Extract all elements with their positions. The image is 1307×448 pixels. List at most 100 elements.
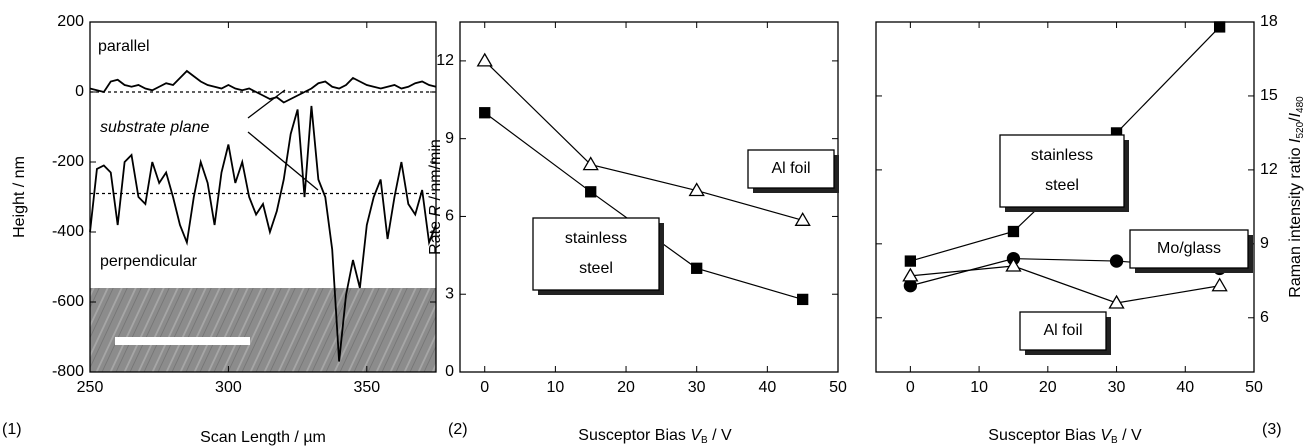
axis-label-part: / nm/min — [427, 139, 444, 205]
triangle-marker — [582, 156, 599, 171]
x-tick-label: 300 — [215, 379, 242, 396]
x-tick-label: 20 — [1039, 379, 1057, 396]
x-tick-label: 50 — [1245, 379, 1263, 396]
triangle-marker — [1005, 257, 1022, 272]
axis-label-part: Susceptor Bias — [578, 427, 690, 444]
x-tick-label: 350 — [353, 379, 380, 396]
axis-label: Scan Length / µm — [200, 429, 326, 446]
data-line — [484, 60, 803, 221]
x-tick-label: 0 — [906, 379, 915, 396]
plot-frame — [875, 21, 1255, 373]
y2-tick-label: 6 — [1260, 309, 1269, 326]
annotation: stainless — [565, 230, 627, 247]
axis-label-part: Scan Length / µm — [200, 429, 326, 446]
label-box — [999, 134, 1125, 208]
square-marker — [585, 186, 597, 198]
axis-label-part: 520 — [1295, 121, 1306, 138]
axis-label: Raman intensity ratio I520/I480 — [1287, 96, 1305, 298]
y-tick-label: 3 — [445, 285, 454, 302]
plot-frame — [89, 21, 437, 373]
label-box — [1019, 311, 1107, 351]
axis-label-part: B — [701, 435, 708, 446]
square-marker — [479, 107, 491, 119]
triangle-marker — [902, 267, 919, 282]
annotation: Al foil — [1043, 322, 1082, 339]
y-tick-label: 9 — [445, 130, 454, 147]
label-box — [747, 149, 835, 189]
x-tick-label: 40 — [1176, 379, 1194, 396]
square-marker — [1213, 21, 1226, 33]
triangle-marker — [1108, 294, 1125, 309]
axis-label-part: 480 — [1295, 96, 1306, 113]
y-tick-label: 0 — [445, 363, 454, 380]
y2-tick-label: 15 — [1260, 87, 1278, 104]
axis-label-part: Rate — [427, 217, 444, 255]
triangle-marker — [688, 182, 705, 197]
x-tick-label: 10 — [546, 379, 564, 396]
axis-label-part: / V — [1118, 427, 1142, 444]
data-line — [910, 265, 1220, 304]
triangle-marker — [476, 52, 493, 67]
square-marker — [1007, 225, 1020, 238]
x-tick-label: 250 — [77, 379, 104, 396]
annotation: Al foil — [771, 160, 810, 177]
axis-label: Susceptor Bias VB / V — [988, 427, 1142, 445]
axis-label-part: I — [1287, 112, 1304, 117]
x-tick-label: 30 — [1108, 379, 1126, 396]
axis-label: Susceptor Bias VB / V — [578, 427, 732, 445]
label-box — [532, 217, 660, 291]
axis-label: Height / nm — [11, 156, 28, 238]
y-tick-label: 200 — [57, 13, 84, 30]
axis-label-part: Susceptor Bias — [988, 427, 1100, 444]
annotation: steel — [1045, 177, 1079, 194]
panel-label: (2) — [448, 421, 468, 438]
axis-label-part: V — [1100, 427, 1112, 444]
x-tick-label: 50 — [829, 379, 847, 396]
annotation: parallel — [98, 38, 150, 55]
data-line — [89, 105, 437, 362]
y-tick-label: -200 — [52, 153, 84, 170]
x-tick-label: 40 — [758, 379, 776, 396]
y-tick-label: 6 — [445, 208, 454, 225]
sem-image — [90, 288, 436, 372]
axis-label-part: / — [1287, 117, 1304, 122]
annotation: stainless — [1031, 147, 1093, 164]
y-tick-label: -600 — [52, 293, 84, 310]
axis-label-part: / V — [708, 427, 732, 444]
circle-marker — [903, 279, 918, 293]
panel-label: (3) — [1262, 421, 1282, 438]
square-marker — [904, 255, 917, 267]
axis-label-part: R — [427, 205, 444, 217]
annotation: steel — [579, 260, 613, 277]
scale-bar — [115, 337, 250, 345]
square-marker — [797, 293, 809, 306]
annotation: perpendicular — [100, 253, 198, 270]
y-tick-label: -800 — [52, 363, 84, 380]
y-tick-label: 0 — [75, 83, 84, 100]
triangle-marker — [794, 212, 811, 226]
leader-line — [247, 89, 286, 119]
axis-label: Rate R / nm/min — [427, 139, 444, 255]
annotation: Mo/glass — [1157, 240, 1221, 257]
x-tick-label: 30 — [688, 379, 706, 396]
data-line — [89, 69, 437, 104]
x-tick-label: 20 — [617, 379, 635, 396]
axis-label-part: B — [1111, 435, 1118, 446]
axis-label-part: Raman intensity ratio — [1287, 143, 1304, 298]
square-marker — [691, 262, 703, 274]
y2-tick-label: 18 — [1260, 13, 1278, 30]
triangle-marker — [1211, 277, 1228, 292]
axis-label-part: V — [690, 427, 702, 444]
panel-label: (1) — [2, 421, 22, 438]
y-tick-label: -400 — [52, 223, 84, 240]
axis-label-part: I — [1287, 138, 1304, 143]
x-tick-label: 10 — [970, 379, 988, 396]
y2-tick-label: 12 — [1260, 161, 1278, 178]
axis-label-part: Height / nm — [11, 156, 28, 238]
label-box — [1129, 229, 1249, 269]
plot-frame — [459, 21, 839, 373]
annotation: substrate plane — [100, 119, 210, 136]
y2-tick-label: 9 — [1260, 235, 1269, 252]
x-tick-label: 0 — [480, 379, 489, 396]
